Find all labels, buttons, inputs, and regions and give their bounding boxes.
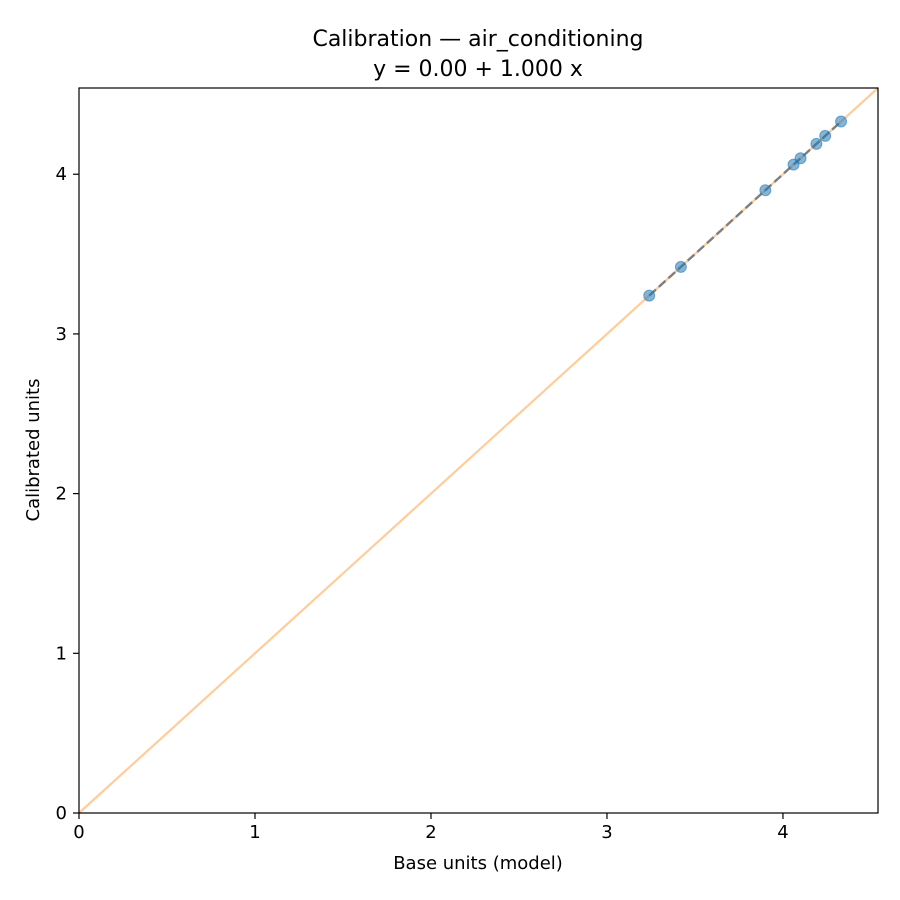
data-point (810, 137, 823, 150)
data-point (819, 129, 832, 142)
y-tick-label: 2 (56, 484, 67, 505)
identity-line (78, 87, 879, 814)
y-tick-label: 3 (56, 324, 67, 345)
plot-area (78, 87, 879, 814)
y-axis-label: Calibrated units (23, 379, 44, 522)
data-point (835, 115, 848, 128)
axis-ticks: 0 1 2 3 4 0 1 2 3 4 (56, 164, 789, 843)
chart-subtitle: y = 0.00 + 1.000 x (373, 57, 583, 82)
x-tick-label: 0 (73, 822, 84, 843)
chart-title: Calibration — air_conditioning (312, 27, 643, 52)
data-point (794, 152, 807, 165)
x-tick-label: 3 (601, 822, 612, 843)
y-tick-label: 4 (56, 164, 67, 185)
data-point (674, 260, 687, 273)
plot-frame (78, 87, 879, 814)
x-tick-label: 4 (777, 822, 788, 843)
x-tick-label: 1 (249, 822, 260, 843)
x-tick-label: 2 (425, 822, 436, 843)
y-tick-label: 1 (56, 643, 67, 664)
data-point (759, 184, 772, 197)
x-axis-label: Base units (model) (393, 853, 563, 874)
y-tick-label: 0 (56, 803, 67, 824)
data-point (643, 289, 656, 302)
